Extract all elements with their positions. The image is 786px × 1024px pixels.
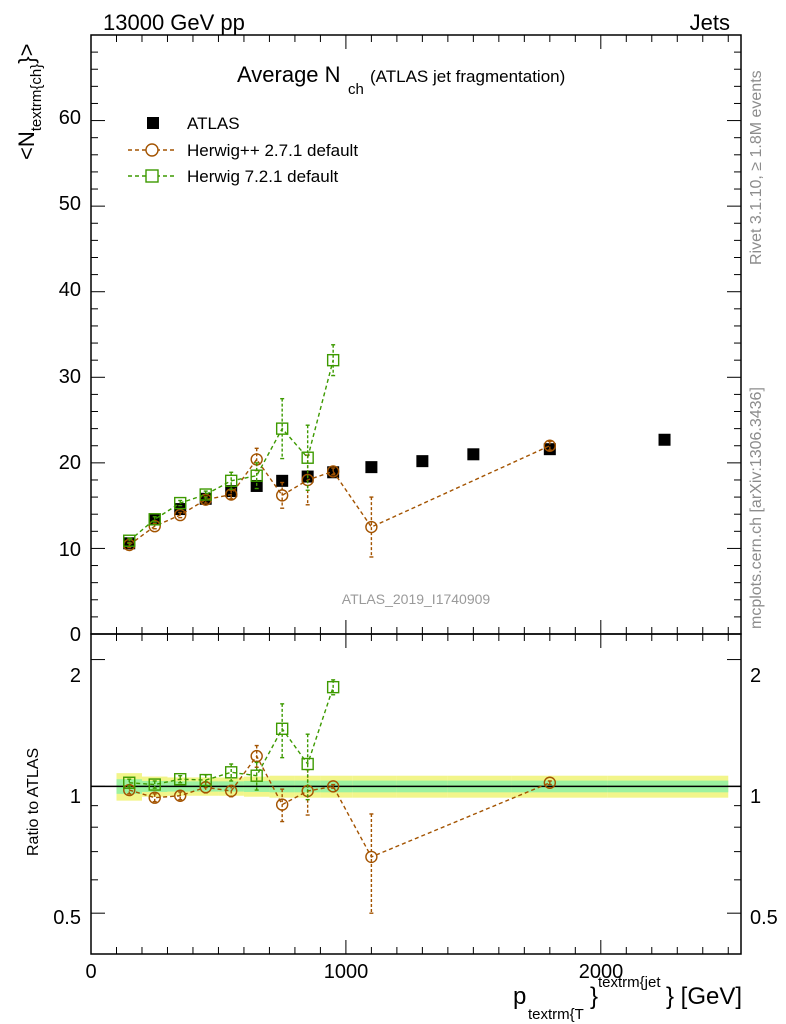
herwig7-ratio-point-0 xyxy=(123,776,136,789)
analysis-label: ATLAS_2019_I1740909 xyxy=(342,591,491,607)
herwig7-point-4 xyxy=(224,474,238,488)
legend-label-atlas: ATLAS xyxy=(187,114,240,133)
herwig7-ratio-point-7 xyxy=(301,757,314,771)
atlas-point-5 xyxy=(250,479,263,492)
herwigpp-ratio-point-10 xyxy=(543,776,557,789)
ratio-tick-label-2: 2 xyxy=(70,665,81,687)
svg-text:<Ntextrm{ch}}>: <Ntextrm{ch}}> xyxy=(14,44,45,160)
herwigpp-point-10 xyxy=(543,439,557,452)
herwig7-ratio-point-2 xyxy=(174,772,187,786)
ratio-tick-label-1: 1 xyxy=(70,786,81,808)
chart-title-sub: ch xyxy=(348,81,364,98)
herwigpp-line xyxy=(128,445,551,546)
ratio-tick-label-right-0.5: 0.5 xyxy=(750,907,778,929)
chart-title-main: Average N xyxy=(237,62,341,87)
axis-ticks xyxy=(90,34,741,954)
herwig7-ratio-point-5 xyxy=(250,769,263,782)
x-axis-title-tail: } [GeV] xyxy=(666,983,742,1010)
y-tick-label-30: 30 xyxy=(59,366,81,388)
herwigpp-ratio-point-9 xyxy=(365,850,378,864)
y-tick-label-10: 10 xyxy=(59,539,81,561)
atlas-point-13 xyxy=(658,433,671,446)
ratio-tick-label-right-1: 1 xyxy=(750,786,761,808)
herwigpp-ratio-point-6 xyxy=(275,798,289,811)
herwigpp-point-2 xyxy=(174,508,187,522)
ratio-tick-label-right-2: 2 xyxy=(750,665,761,687)
y-tick-label-0: 0 xyxy=(70,624,81,646)
legend-label-herwig7: Herwig 7.2.1 default xyxy=(187,167,338,186)
x-axis-title: p textrm{T } textrm{jet } [GeV] xyxy=(513,974,742,1023)
header-left: 13000 GeV pp xyxy=(103,10,245,35)
herwig7-ratio-line xyxy=(129,686,334,786)
y-axis-title-sub: textrm{ch} xyxy=(28,64,45,132)
y-axis-title-close: }> xyxy=(14,44,39,64)
herwig7-point-3 xyxy=(199,488,212,501)
y-tick-label-20: 20 xyxy=(59,452,81,474)
rivet-label: Rivet 3.1.10, ≥ 1.8M events xyxy=(748,70,765,265)
y-axis-title-open: <N xyxy=(14,131,39,160)
herwigpp-point-6 xyxy=(275,489,289,502)
herwigpp-ratio-point-5 xyxy=(250,749,263,763)
x-tick-label-0: 0 xyxy=(85,961,96,983)
series-layer xyxy=(123,344,671,914)
x-axis-title-sub: textrm{T xyxy=(528,1006,584,1023)
herwigpp-point-1 xyxy=(148,519,161,533)
atlas-point-11 xyxy=(467,448,480,461)
mcplots-label: mcplots.cern.ch [arXiv:1306.3436] xyxy=(748,387,765,629)
y-axis-title: <Ntextrm{ch}}> xyxy=(14,44,45,160)
herwig7-ratio-point-8 xyxy=(326,680,340,694)
herwigpp-ratio-point-1 xyxy=(148,791,161,804)
herwig7-ratio-point-4 xyxy=(224,766,238,779)
herwig7-ratio-point-3 xyxy=(199,773,212,787)
herwig7-ratio-point-1 xyxy=(148,778,161,791)
atlas-point-9 xyxy=(365,461,378,474)
y-tick-label-40: 40 xyxy=(59,279,81,301)
herwig7-point-2 xyxy=(174,496,187,510)
ratio-plot-frame xyxy=(90,633,742,955)
x-axis-title-p: p xyxy=(513,983,526,1010)
y-tick-label-50: 50 xyxy=(59,193,81,215)
herwigpp-ratio-point-8 xyxy=(326,780,340,793)
legend-marker-atlas xyxy=(147,117,159,129)
atlas-point-6 xyxy=(276,474,289,487)
atlas-point-10 xyxy=(416,455,429,468)
herwig7-point-7 xyxy=(301,451,314,464)
herwigpp-ratio-point-2 xyxy=(174,789,187,802)
chart-title-rest: (ATLAS jet fragmentation) xyxy=(370,67,565,86)
herwig7-point-0 xyxy=(123,534,136,547)
y-tick-label-60: 60 xyxy=(59,107,81,129)
herwigpp-ratio-line xyxy=(129,754,551,858)
x-axis-title-sup: textrm{jet xyxy=(598,974,661,991)
herwig7-ratio-point-6 xyxy=(275,722,289,735)
herwig7-line xyxy=(128,359,334,542)
legend-marker-herwigpp xyxy=(145,143,159,157)
legend: ATLAS Herwig++ 2.7.1 default Herwig 7.2.… xyxy=(128,114,358,186)
herwig7-point-6 xyxy=(275,422,289,435)
ratio-y-axis-title: Ratio to ATLAS xyxy=(25,748,42,856)
header-right: Jets xyxy=(690,10,730,35)
x-tick-label-1000: 1000 xyxy=(324,961,369,983)
x-axis-title-brace: } xyxy=(590,983,598,1010)
ratio-tick-label-0.5: 0.5 xyxy=(53,907,81,929)
herwigpp-point-8 xyxy=(326,465,340,478)
herwig7-point-8 xyxy=(326,353,340,367)
herwigpp-ratio-point-4 xyxy=(224,784,238,798)
x-tick-label-2000: 2000 xyxy=(579,961,624,983)
legend-label-herwigpp: Herwig++ 2.7.1 default xyxy=(187,141,358,160)
herwig7-point-1 xyxy=(148,513,161,526)
herwigpp-point-9 xyxy=(365,520,378,534)
legend-marker-herwig7 xyxy=(145,169,159,183)
herwig7-point-5 xyxy=(250,469,263,482)
